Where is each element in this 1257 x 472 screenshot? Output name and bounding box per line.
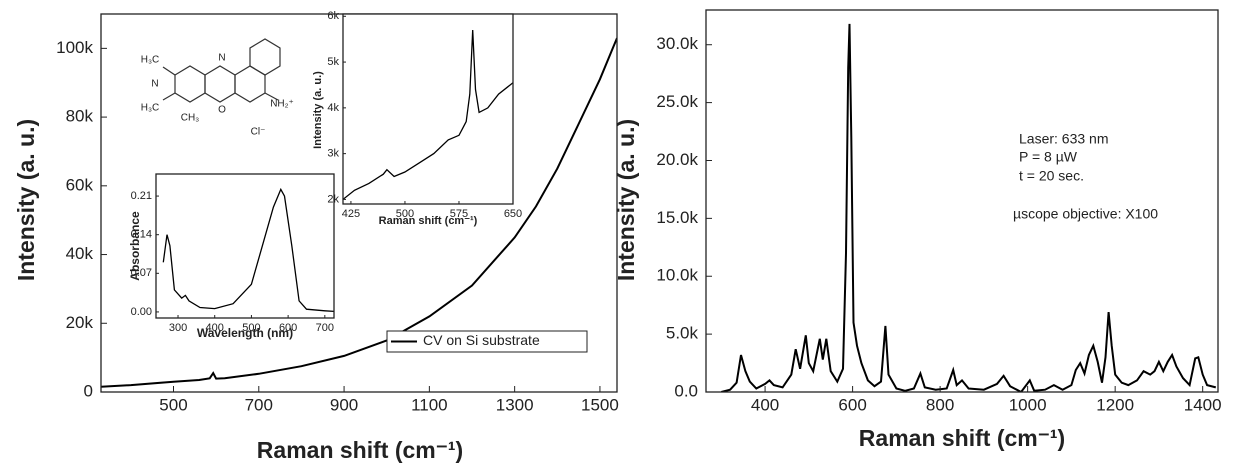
bond (162, 92, 176, 101)
y-tick-label: 30.0k (656, 34, 698, 53)
x-axis-label: Raman shift (cm⁻¹) (859, 425, 1065, 451)
data-line (101, 37, 617, 388)
x-tick-label: 1000 (1009, 395, 1047, 414)
y-tick-label: 4k (327, 102, 339, 114)
x-tick-label: 500 (242, 322, 260, 334)
y-axis-label: Intensity (a. u.) (613, 119, 639, 281)
y-tick-label: 10.0k (656, 266, 698, 285)
x-tick-label: 700 (245, 395, 273, 414)
y-tick-label: 0.0 (674, 381, 698, 400)
x-tick-label: 600 (838, 395, 866, 414)
x-tick-label: 900 (330, 395, 358, 414)
x-axis-label: Raman shift (cm⁻¹) (257, 437, 463, 463)
structure-label: CH₃ (181, 113, 200, 124)
structure-label: O (218, 105, 226, 116)
legend-box (386, 330, 588, 353)
data-line (343, 29, 513, 200)
x-tick-label: 300 (169, 322, 187, 334)
y-axis-label: Intensity (a. u.) (312, 71, 324, 149)
x-tick-label: 1200 (1096, 395, 1134, 414)
ring (204, 65, 236, 103)
inset-background (343, 14, 513, 204)
y-tick-label: 3k (327, 148, 339, 160)
inset-background (156, 174, 334, 318)
y-axis-label: Absorbance (128, 211, 142, 281)
x-tick-label: 700 (316, 322, 334, 334)
plot-frame (705, 9, 1219, 393)
bond (162, 66, 176, 76)
x-tick-label: 650 (504, 208, 522, 220)
y-tick-label: 0.14 (131, 229, 152, 241)
y-tick-label: 60k (66, 175, 94, 194)
y-tick-label: 5.0k (666, 324, 699, 343)
y-tick-label: 80k (66, 107, 94, 126)
y-tick-label: 0.07 (131, 267, 152, 279)
y-axis-label: Intensity (a. u.) (13, 119, 39, 281)
y-tick-label: 20k (66, 313, 94, 332)
x-tick-label: 1400 (1184, 395, 1222, 414)
annotation: Laser: 633 nm (1019, 131, 1109, 147)
ring (174, 65, 206, 103)
ring (234, 65, 266, 103)
structure-label: H₃C (141, 55, 160, 66)
plot-frame (342, 13, 514, 205)
x-axis-label: Wavelength (nm) (197, 326, 293, 340)
y-tick-label: 0.00 (131, 306, 152, 318)
y-tick-label: 40k (66, 244, 94, 263)
data-line (162, 187, 334, 313)
x-axis-label: Raman shift (cm⁻¹) (379, 215, 478, 227)
x-tick-label: 600 (279, 322, 297, 334)
data-line (721, 23, 1217, 392)
bond (264, 92, 279, 101)
y-tick-label: 0.21 (131, 190, 152, 202)
structure-label: H₃C (141, 103, 160, 114)
x-tick-label: 500 (159, 395, 187, 414)
x-tick-label: 400 (751, 395, 779, 414)
structure-label: NH₂⁺ (270, 99, 294, 110)
x-tick-label: 800 (926, 395, 954, 414)
structure-label: N (218, 53, 225, 64)
y-tick-label: 5k (327, 56, 339, 68)
x-tick-label: 575 (450, 208, 468, 220)
x-tick-label: 1300 (496, 395, 534, 414)
x-tick-label: 1100 (411, 395, 448, 414)
x-tick-label: 425 (342, 208, 360, 220)
molecule (162, 38, 281, 103)
legend-label: CV on Si substrate (423, 332, 540, 348)
y-tick-label: 25.0k (656, 92, 698, 111)
y-tick-label: 20.0k (656, 150, 698, 169)
plot-frame (155, 173, 335, 319)
annotation: P = 8 µW (1019, 149, 1078, 165)
annotation: t = 20 sec. (1019, 168, 1084, 184)
x-tick-label: 500 (396, 208, 414, 220)
ring (249, 38, 281, 76)
y-tick-label: 2k (327, 193, 339, 205)
structure-label: Cl⁻ (251, 127, 266, 138)
structure-label: N (151, 79, 158, 90)
y-tick-label: 100k (56, 38, 93, 57)
x-tick-label: 400 (206, 322, 224, 334)
x-tick-label: 1500 (581, 395, 619, 414)
y-tick-label: 0 (84, 381, 93, 400)
y-tick-label: 6k (327, 10, 339, 22)
annotation: µscope objective: X100 (1013, 206, 1158, 222)
y-tick-label: 15.0k (656, 208, 698, 227)
